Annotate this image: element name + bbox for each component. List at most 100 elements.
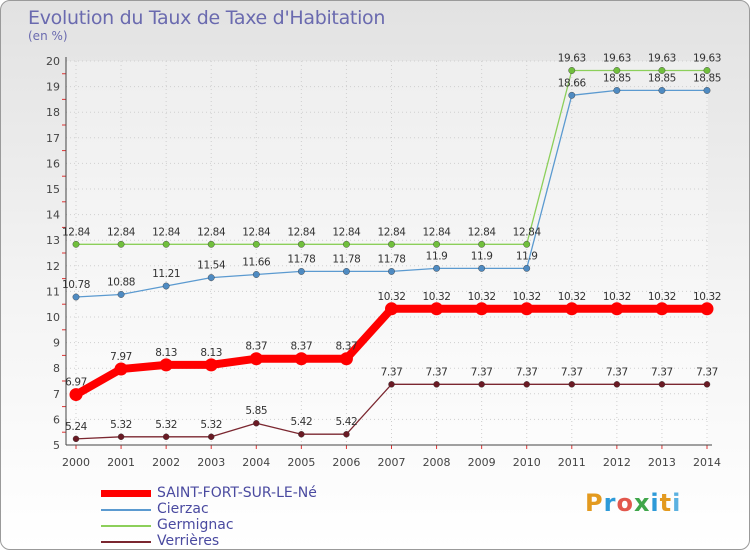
- data-label: 18.85: [603, 72, 631, 84]
- data-point: [162, 240, 170, 248]
- y-tick-label: 19: [46, 81, 60, 94]
- data-point: [207, 240, 215, 248]
- legend-label: Verrières: [157, 533, 220, 549]
- data-point: [117, 433, 125, 441]
- y-tick-label: 5: [53, 439, 60, 452]
- data-point: [658, 87, 666, 94]
- data-label: 18.85: [693, 72, 721, 84]
- data-point: [72, 240, 80, 248]
- data-point: [159, 358, 173, 372]
- data-label: 10.32: [693, 291, 721, 303]
- data-label: 5.32: [155, 419, 177, 431]
- proxiti-logo: Proxiti: [585, 489, 681, 517]
- data-label: 10.78: [62, 279, 90, 291]
- x-tick-label: 2010: [513, 456, 541, 469]
- data-point: [565, 302, 579, 316]
- legend-label: SAINT-FORT-SUR-LE-Né: [157, 485, 317, 501]
- data-label: 7.37: [561, 366, 583, 378]
- data-label: 12.84: [513, 226, 542, 238]
- legend-label: Germignac: [157, 517, 234, 533]
- data-point: [249, 352, 263, 366]
- data-point: [117, 291, 125, 298]
- data-point: [520, 302, 534, 316]
- x-tick-label: 2005: [287, 456, 315, 469]
- data-point: [208, 433, 215, 441]
- data-label: 10.88: [107, 276, 135, 288]
- data-point: [388, 268, 395, 275]
- data-point: [298, 431, 305, 438]
- data-label: 10.32: [648, 291, 676, 303]
- data-label: 10.32: [377, 291, 405, 303]
- data-label: 18.66: [558, 77, 587, 89]
- data-point: [72, 293, 80, 301]
- data-point: [252, 240, 260, 248]
- data-label: 8.13: [200, 347, 222, 359]
- data-label: 19.63: [693, 52, 721, 64]
- logo-letter: P: [585, 489, 604, 517]
- legend-swatch: [101, 509, 151, 511]
- data-point: [297, 268, 305, 275]
- x-tick-label: 2008: [423, 456, 451, 469]
- data-label: 18.85: [648, 72, 676, 84]
- data-label: 12.84: [287, 226, 316, 238]
- data-point: [658, 381, 666, 388]
- data-point: [478, 264, 486, 272]
- data-label: 7.97: [110, 351, 132, 363]
- plot-area: [66, 61, 708, 445]
- data-point: [475, 302, 489, 316]
- data-label: 12.84: [62, 226, 91, 238]
- logo-letter: i: [650, 489, 660, 517]
- data-point: [117, 240, 125, 248]
- data-label: 12.84: [107, 226, 136, 238]
- data-point: [430, 302, 444, 316]
- data-point: [568, 381, 575, 388]
- data-label: 11.9: [471, 250, 493, 262]
- data-point: [385, 302, 398, 316]
- logo-letter: r: [603, 489, 617, 517]
- data-label: 5.32: [110, 419, 132, 431]
- data-label: 10.32: [513, 291, 541, 303]
- data-point: [343, 431, 350, 438]
- legend-item-saint-fort: SAINT-FORT-SUR-LE-Né: [101, 485, 401, 502]
- x-tick-label: 2014: [693, 456, 721, 469]
- chart-unit: (en %): [28, 29, 68, 43]
- data-point: [568, 91, 576, 99]
- data-label: 10.32: [603, 291, 631, 303]
- data-point: [297, 240, 305, 248]
- data-point: [703, 67, 711, 74]
- data-point: [207, 274, 215, 281]
- x-tick-label: 2009: [468, 456, 496, 469]
- data-point: [703, 381, 711, 388]
- x-tick-label: 2002: [152, 456, 180, 469]
- data-label: 8.37: [336, 341, 358, 353]
- data-label: 7.37: [606, 366, 628, 378]
- y-tick-label: 6: [53, 413, 60, 426]
- legend-label: Cierzac: [157, 501, 209, 517]
- y-tick-label: 14: [46, 209, 60, 222]
- y-tick-label: 20: [46, 55, 60, 68]
- data-label: 7.37: [426, 366, 448, 378]
- x-tick-label: 2004: [242, 456, 270, 469]
- legend-item-cierzac: Cierzac: [101, 501, 401, 518]
- data-label: 7.37: [696, 366, 718, 378]
- data-label: 11.78: [332, 253, 360, 265]
- data-point: [388, 381, 395, 388]
- logo-letter: i: [672, 489, 682, 517]
- data-label: 5.85: [245, 405, 267, 417]
- data-label: 19.63: [558, 52, 586, 64]
- x-tick-label: 2007: [378, 456, 406, 469]
- y-tick-label: 12: [46, 260, 60, 273]
- data-label: 5.42: [336, 416, 358, 428]
- data-point: [294, 352, 308, 366]
- y-tick-label: 7: [53, 388, 60, 401]
- data-point: [253, 420, 260, 427]
- data-label: 11.78: [377, 253, 405, 265]
- data-label: 11.66: [242, 257, 271, 269]
- data-label: 11.9: [426, 250, 448, 262]
- x-tick-label: 2011: [558, 456, 586, 469]
- data-point: [523, 381, 530, 388]
- data-label: 12.84: [468, 226, 497, 238]
- legend-swatch: [101, 490, 151, 497]
- data-label-layer: 12.84 12.84 12.84 12.84 12.84 12.84 12.84 12.84…: [62, 52, 721, 432]
- y-tick-label: 15: [46, 183, 60, 196]
